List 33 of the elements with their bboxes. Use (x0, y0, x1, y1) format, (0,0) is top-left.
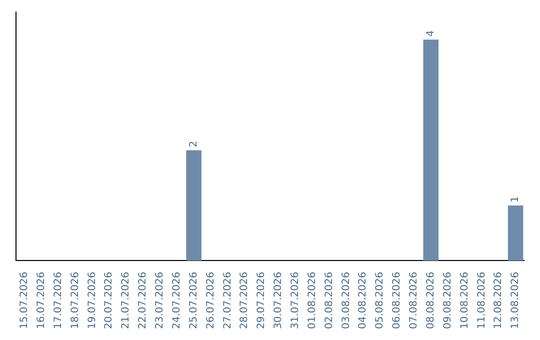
x-tick-label: 31.07.2026 (290, 272, 301, 330)
x-tick-label: 13.08.2026 (510, 272, 522, 330)
x-tick-label: 27.07.2026 (222, 272, 234, 330)
data-label: 4 (425, 30, 436, 37)
x-tick-label: 26.07.2026 (205, 272, 216, 330)
x-tick-label: 28.07.2026 (239, 272, 250, 330)
x-tick-label: 17.07.2026 (52, 272, 64, 330)
x-tick-label: 01.08.2026 (306, 272, 318, 330)
x-tick-label: 16.07.2026 (36, 272, 47, 330)
x-tick-label: 15.07.2026 (19, 272, 30, 330)
x-tick-label: 22.07.2026 (138, 272, 149, 330)
x-tick-label: 11.08.2026 (476, 272, 488, 330)
x-tick-label: 20.07.2026 (104, 272, 115, 330)
x-tick-label: 12.08.2026 (493, 272, 504, 330)
x-tick-label: 30.07.2026 (273, 272, 284, 330)
x-tick-label: 10.08.2026 (459, 272, 470, 330)
x-tick-label: 24.07.2026 (171, 272, 182, 330)
x-tick-label: 19.07.2026 (86, 272, 98, 330)
x-tick-label: 25.07.2026 (188, 272, 200, 330)
x-tick-label: 05.08.2026 (374, 272, 386, 330)
data-label: 2 (188, 140, 200, 148)
x-tick-label: 02.08.2026 (324, 272, 335, 330)
x-tick-label: 29.07.2026 (256, 272, 268, 330)
x-tick-label: 21.07.2026 (120, 272, 132, 330)
x-tick-label: 03.08.2026 (340, 272, 352, 330)
x-tick-label: 23.07.2026 (154, 272, 166, 330)
x-tick-label: 07.08.2026 (408, 272, 420, 330)
x-tick-label: 18.07.2026 (70, 272, 81, 330)
x-tick-label: 09.08.2026 (442, 272, 454, 330)
data-label: 1 (510, 196, 522, 202)
x-tick-label: 06.08.2026 (392, 272, 403, 330)
x-tick-label: 04.08.2026 (358, 272, 369, 330)
x-tick-label: 08.08.2026 (425, 272, 436, 330)
